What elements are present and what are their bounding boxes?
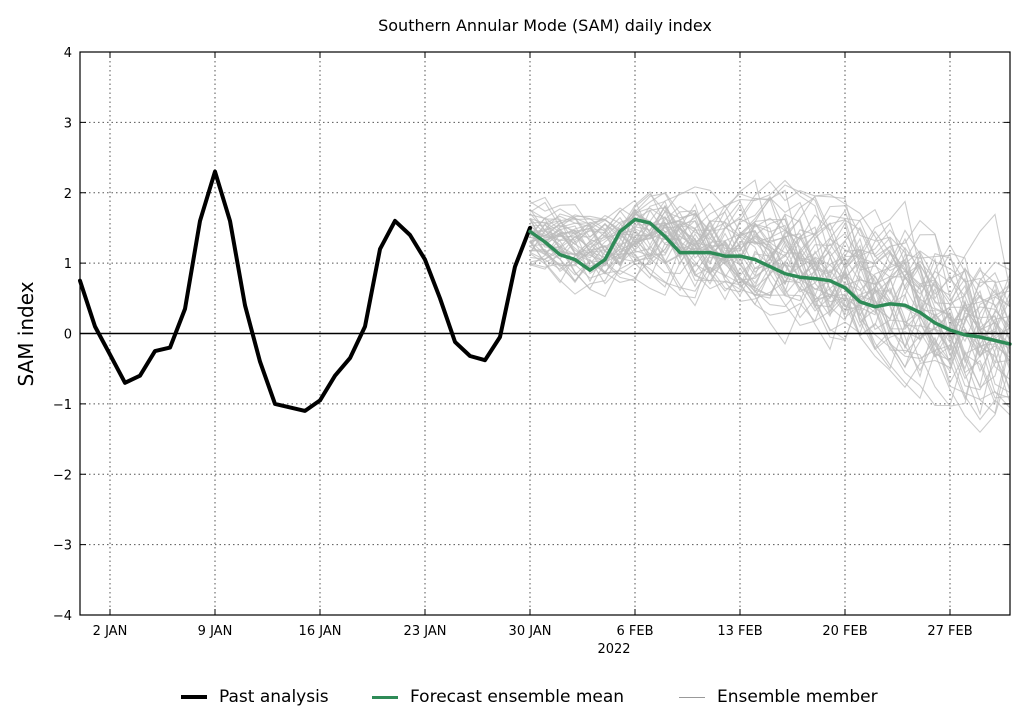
x-tick-label: 23 JAN <box>404 624 447 639</box>
legend-item-member: Ensemble member <box>679 684 878 710</box>
x-tick-label: 16 JAN <box>299 624 342 639</box>
x-tick-label: 2 JAN <box>93 624 128 639</box>
x-tick-label: 20 FEB <box>822 624 867 639</box>
y-ticks: −4 −3 −2 −1 0 1 2 3 4 <box>53 46 1010 624</box>
ensemble-mean-line <box>528 217 1012 346</box>
y-tick-label: −1 <box>53 398 72 413</box>
y-tick-label: −2 <box>53 468 72 483</box>
ensemble-member-line <box>529 236 1011 358</box>
x-tick-label: 13 FEB <box>717 624 762 639</box>
x-ticks: 2 JAN 9 JAN 16 JAN 23 JAN 30 JAN 6 FEB 13 FEB 2… <box>93 52 973 639</box>
series-lines <box>78 169 1012 413</box>
y-tick-label: 4 <box>64 46 72 61</box>
y-tick-label: −3 <box>53 539 72 554</box>
year-label: 2022 <box>597 642 630 657</box>
ensemble-members <box>529 179 1011 434</box>
ensemble-member-line <box>529 195 1011 362</box>
y-tick-label: 3 <box>64 116 72 131</box>
legend-swatch-past <box>181 695 207 699</box>
ensemble-member-line <box>529 196 1011 370</box>
x-tick-label: 27 FEB <box>927 624 972 639</box>
ensemble-member-line <box>529 204 1011 379</box>
ensemble-member-line <box>529 193 1011 415</box>
legend-label-past: Past analysis <box>219 687 329 707</box>
ensemble-member-line <box>529 179 1011 388</box>
legend-item-past: Past analysis <box>181 684 329 710</box>
y-tick-label: 0 <box>64 328 72 343</box>
ensemble-member-line <box>529 218 1011 369</box>
legend-item-mean: Forecast ensemble mean <box>372 684 624 710</box>
y-tick-label: −4 <box>53 609 72 624</box>
legend: Past analysis Forecast ensemble mean Ens… <box>0 684 1024 710</box>
ensemble-member-line <box>529 184 1011 373</box>
ensemble-member-line <box>529 217 1011 355</box>
y-tick-label: 1 <box>64 257 72 272</box>
ensemble-member-line <box>529 198 1011 367</box>
ensemble-member-line <box>529 214 1011 354</box>
legend-swatch-mean <box>372 695 398 699</box>
chart-title: Southern Annular Mode (SAM) daily index <box>378 16 712 35</box>
legend-label-member: Ensemble member <box>717 687 878 707</box>
legend-swatch-member <box>679 696 705 698</box>
legend-label-mean: Forecast ensemble mean <box>410 687 625 707</box>
x-tick-label: 6 FEB <box>616 624 653 639</box>
x-tick-label: 30 JAN <box>509 624 552 639</box>
y-tick-label: 2 <box>64 187 72 202</box>
ensemble-member-line <box>529 200 1011 347</box>
sam-chart: Southern Annular Mode (SAM) daily index … <box>14 16 1012 657</box>
x-tick-label: 9 JAN <box>198 624 233 639</box>
past-analysis-line <box>78 169 532 413</box>
y-axis-label: SAM index <box>14 281 38 386</box>
